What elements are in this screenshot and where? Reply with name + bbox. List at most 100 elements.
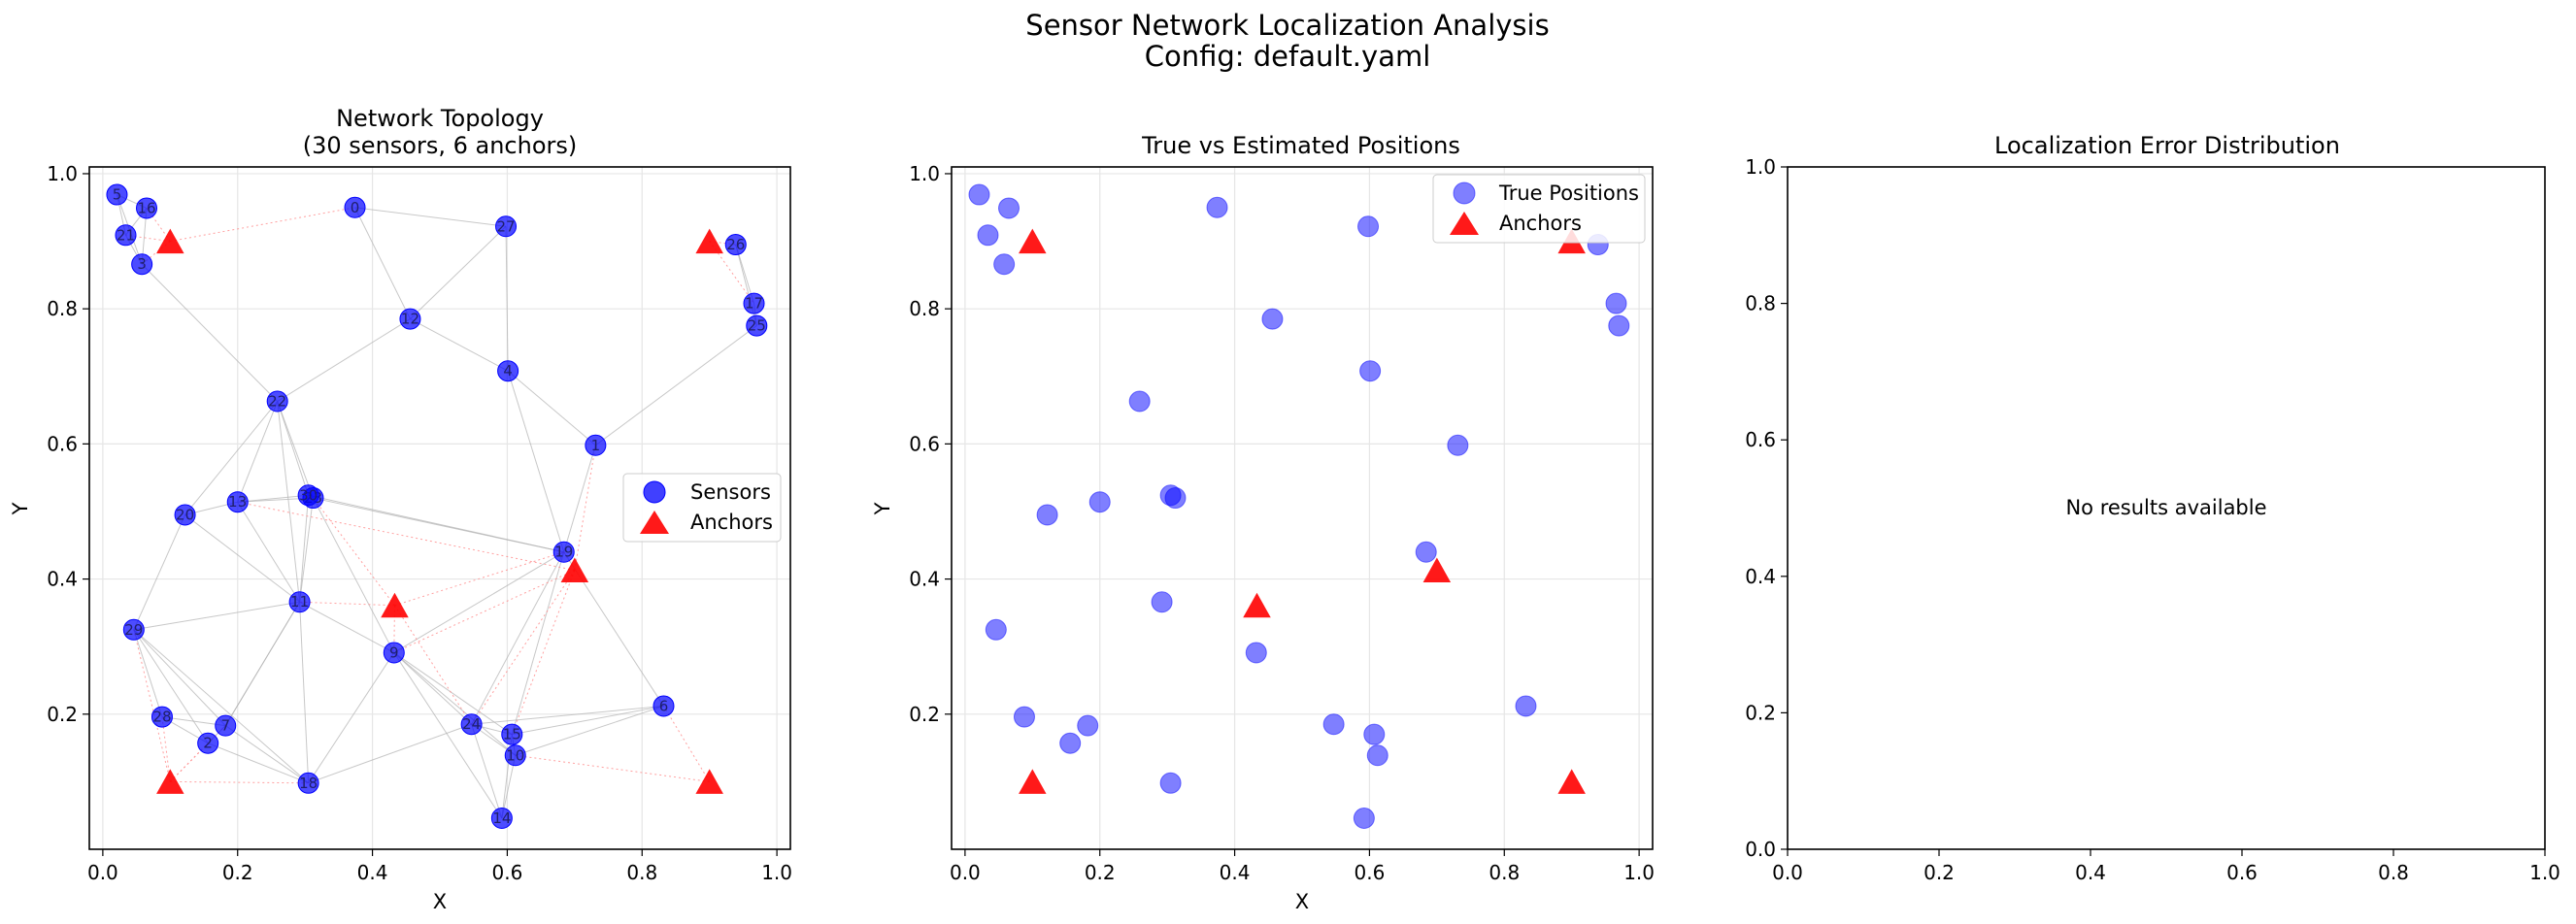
topology-edge — [224, 725, 309, 784]
topology-edge — [393, 652, 513, 736]
anchor-point — [1019, 228, 1047, 254]
topology-edge — [393, 551, 564, 653]
true-position-point — [985, 618, 1007, 641]
sensor-id-label: 28 — [152, 709, 171, 726]
panel3-xtick-label: 0.6 — [2226, 861, 2258, 884]
sensor-id-label: 4 — [503, 362, 513, 380]
anchor-link-edge — [133, 629, 171, 782]
sensor-id-label: 6 — [659, 697, 669, 714]
sensor-id-label: 16 — [137, 199, 155, 216]
topology-edge — [410, 225, 507, 319]
topology-edge — [410, 318, 509, 372]
panel2-ylabel: Y — [871, 502, 894, 515]
panel1-ytick-label: 0.2 — [47, 703, 78, 726]
sensor-id-label: 18 — [299, 775, 318, 792]
true-position-point — [1357, 215, 1380, 238]
topology-edge — [512, 705, 664, 736]
sensor-point — [460, 713, 483, 736]
anchor-link-edge — [394, 605, 473, 725]
true-position-point — [1415, 541, 1437, 563]
panel2-xlabel: X — [1295, 890, 1309, 913]
anchor-link-edge — [663, 706, 711, 782]
anchor-link-edge — [169, 725, 226, 782]
topology-edge — [393, 652, 503, 819]
topology-edge — [133, 601, 300, 631]
topology-edge — [507, 371, 565, 552]
true-position-point — [1128, 390, 1151, 412]
panel2-ytick-label: 0.4 — [909, 568, 940, 591]
panel2-ytick-label: 0.2 — [909, 703, 940, 726]
true-position-point — [1088, 491, 1111, 513]
sensor-id-label: 3 — [137, 255, 147, 273]
panel1-ylabel: Y — [9, 502, 32, 515]
anchor-link-edge — [709, 241, 754, 304]
panel1-sensors: 0123456791011121314151617181920212223242… — [106, 183, 768, 829]
topology-edge — [563, 445, 596, 552]
topology-edge — [299, 602, 310, 783]
anchor-point — [560, 557, 589, 583]
panel3-ytick-label: 0.0 — [1745, 838, 1776, 861]
anchor-point — [156, 769, 184, 794]
true-vs-estimated-chart: True vs Estimated Positions 0.0 0.2 0.4 0.6… — [871, 132, 1655, 913]
panel3-ytick-label: 0.6 — [1745, 428, 1776, 451]
true-position-point — [1261, 308, 1284, 330]
panel1-title-line1: Network Topology — [336, 105, 544, 132]
true-position-point — [1366, 744, 1388, 767]
sensor-id-label: 19 — [554, 544, 573, 561]
anchor-link-edge — [313, 497, 395, 607]
legend-anchor-marker-2 — [1450, 212, 1479, 235]
panel2-grid — [952, 167, 1653, 849]
panel3-xtick-label: 1.0 — [2529, 861, 2560, 884]
panel2-anchors — [1019, 228, 1586, 794]
sensor-id-label: 22 — [268, 393, 286, 411]
legend-anchors-label: Anchors — [690, 511, 773, 534]
topology-edge — [133, 629, 163, 717]
panel1-xtick-label: 0.0 — [87, 861, 118, 884]
legend-true-positions-marker — [1453, 182, 1476, 205]
panel1-edges — [116, 194, 757, 819]
anchor-link-edge — [161, 716, 171, 782]
topology-edge — [237, 401, 279, 503]
sensor-point — [106, 183, 128, 206]
panel1-title-line2: (30 sensors, 6 anchors) — [303, 132, 577, 159]
true-position-point — [1245, 642, 1267, 664]
topology-edge — [313, 497, 395, 653]
figure-suptitle-line2: Config: default.yaml — [1145, 40, 1431, 73]
topology-edge — [471, 724, 503, 819]
true-position-point — [1159, 772, 1182, 794]
legend-anchor-marker — [640, 511, 669, 534]
sensor-id-label: 21 — [117, 226, 135, 244]
sensor-id-label: 24 — [462, 715, 481, 733]
topology-edge — [393, 652, 472, 725]
panel1-ticks: 0.0 0.2 0.4 0.6 0.8 1.0 0.2 0.4 0.6 0.8 1.0 — [47, 162, 792, 884]
sensor-point — [136, 197, 158, 219]
topology-edge — [299, 601, 395, 653]
panel1-ytick-label: 0.8 — [47, 297, 78, 320]
error-distribution-chart: Localization Error Distribution 0.0 0.2 0.… — [1745, 132, 2560, 884]
anchor-link-edge — [170, 780, 309, 784]
sensor-point — [552, 541, 575, 563]
topology-edge — [141, 263, 279, 402]
anchor-point — [381, 592, 409, 618]
topology-edge — [208, 742, 309, 784]
sensor-id-label: 30 — [299, 486, 318, 504]
topology-edge — [501, 755, 517, 819]
panel1-frame — [88, 166, 791, 850]
sensor-point — [151, 706, 173, 728]
anchor-link-edge — [237, 501, 575, 572]
panel3-ytick-label: 0.4 — [1745, 565, 1776, 588]
true-position-point — [1447, 434, 1469, 456]
legend-true-positions-label: True Positions — [1498, 182, 1639, 205]
sensor-point — [215, 714, 237, 737]
topology-edge — [313, 497, 564, 553]
panel2-ytick-label: 1.0 — [909, 162, 940, 185]
anchor-point — [1422, 557, 1452, 583]
panel1-anchors — [156, 228, 723, 794]
topology-edge — [515, 705, 664, 756]
panel1-xtick-label: 0.6 — [492, 861, 523, 884]
topology-edge — [507, 370, 596, 446]
sensor-id-label: 25 — [748, 317, 766, 335]
sensor-point — [344, 196, 366, 218]
panel1-ytick-label: 1.0 — [47, 162, 78, 185]
true-position-point — [1159, 484, 1182, 507]
